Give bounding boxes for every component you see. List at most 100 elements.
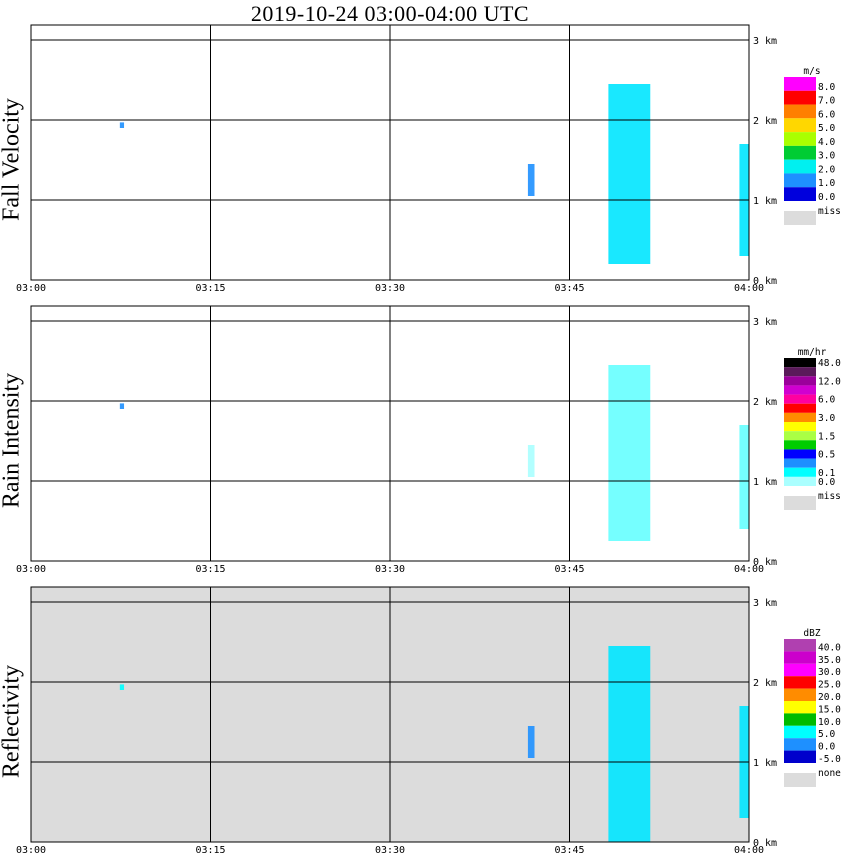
- x-tick-label: 03:00: [16, 283, 46, 294]
- echo-1: [527, 445, 535, 477]
- legend-label: 0.5: [818, 450, 835, 461]
- y-tick-label: 3 km: [753, 598, 777, 609]
- y-tick-label: 2 km: [753, 678, 777, 689]
- echo-1: [527, 726, 535, 758]
- legend-swatch: [784, 713, 816, 726]
- legend-swatch: [784, 358, 816, 368]
- legend-swatch: [784, 431, 816, 441]
- legend-swatch: [784, 90, 816, 105]
- echo-0: [119, 684, 125, 690]
- legend-missing-label: none: [818, 768, 841, 779]
- legend-label: 2.0: [818, 164, 835, 175]
- y-tick-label: 2 km: [753, 116, 777, 127]
- legend-swatch: [784, 476, 816, 486]
- x-tick-label: 04:00: [734, 564, 764, 575]
- legend-label: 8.0: [818, 82, 835, 93]
- legend-swatch: [784, 376, 816, 386]
- legend: dBZ 40.0 35.030.0 25.020.015.0 10.05.0 0.0-5.…: [784, 628, 841, 787]
- legend-label: 12.0: [818, 376, 841, 387]
- legend-swatch: [784, 440, 816, 450]
- legend-missing-swatch: [784, 773, 816, 787]
- legend-swatch: [784, 367, 816, 377]
- y-tick-label: 1 km: [753, 477, 777, 488]
- legend-label: 4.0: [818, 137, 835, 148]
- legend-label: 0.0: [818, 192, 835, 203]
- legend-swatch: [784, 467, 816, 477]
- plot-frame: [30, 305, 750, 562]
- x-tick-label: 03:30: [375, 564, 405, 575]
- x-tick-label: 03:15: [195, 283, 225, 294]
- x-tick-label: 03:45: [554, 564, 584, 575]
- legend-label: 10.0: [818, 717, 841, 728]
- legend-label: 5.0: [818, 729, 835, 740]
- legend-swatch: [784, 639, 816, 652]
- panel-2: 03:00 03:15 03:30 03:45 04:000 km 1 km 2 km 3 k…: [16, 305, 841, 575]
- legend-unit: m/s: [803, 66, 820, 77]
- echo-2: [608, 84, 651, 264]
- legend-swatch: [784, 118, 816, 133]
- echo-3: [739, 425, 749, 529]
- legend-missing-label: miss: [818, 206, 841, 217]
- x-tick-label: 03:30: [375, 845, 405, 856]
- y-tick-label: 1 km: [753, 758, 777, 769]
- legend-label: 6.0: [818, 395, 835, 406]
- legend-label: 35.0: [818, 655, 841, 666]
- panel-3: 03:00 03:15 03:30 03:45 04:000 km 1 km 2 km 3 k…: [16, 586, 841, 856]
- legend-missing-label: miss: [818, 491, 841, 502]
- echo-0: [119, 122, 125, 128]
- legend-label: 25.0: [818, 680, 841, 691]
- legend-label: 1.5: [818, 431, 835, 442]
- x-tick-label: 03:15: [195, 564, 225, 575]
- legend-swatch: [784, 688, 816, 701]
- legend-swatch: [784, 173, 816, 188]
- x-tick-label: 03:00: [16, 845, 46, 856]
- legend-swatch: [784, 449, 816, 459]
- chart-title: 2019-10-24 03:00-04:00 UTC: [250, 1, 530, 26]
- legend-swatch: [784, 458, 816, 468]
- legend-label: -5.0: [818, 754, 841, 765]
- x-tick-label: 03:00: [16, 564, 46, 575]
- y-tick-label: 1 km: [753, 196, 777, 207]
- echo-1: [527, 164, 535, 196]
- legend-swatch: [784, 394, 816, 404]
- legend-swatch: [784, 77, 816, 91]
- legend-missing-swatch: [784, 496, 816, 510]
- legend-label: 7.0: [818, 96, 835, 107]
- legend-swatch: [784, 159, 816, 174]
- legend-label: 15.0: [818, 704, 841, 715]
- panel-1: 03:00 03:15 03:30 03:45 04:000 km 1 km 2 km 3 k…: [16, 24, 841, 294]
- legend-label: 5.0: [818, 123, 835, 134]
- legend-swatch: [784, 403, 816, 413]
- legend-swatch: [784, 104, 816, 119]
- plot-frame: [30, 24, 750, 281]
- legend-label: 0.0: [818, 477, 835, 488]
- y-tick-label: 3 km: [753, 317, 777, 328]
- legend-label: 3.0: [818, 151, 835, 162]
- y-tick-label: 0 km: [753, 557, 777, 568]
- echo-2: [608, 646, 651, 842]
- legend-swatch: [784, 663, 816, 677]
- x-tick-label: 03:45: [554, 283, 584, 294]
- legend-label: 20.0: [818, 692, 841, 703]
- plot-frame: [30, 586, 750, 843]
- echo-2: [608, 365, 651, 541]
- legend-swatch: [784, 701, 816, 714]
- legend-swatch: [784, 750, 816, 763]
- legend-label: 6.0: [818, 109, 835, 120]
- legend-label: 1.0: [818, 178, 835, 189]
- x-tick-label: 03:45: [554, 845, 584, 856]
- legend-swatch: [784, 676, 816, 689]
- legend-swatch: [784, 422, 816, 432]
- legend-label: 0.1: [818, 468, 835, 479]
- legend-swatch: [784, 187, 816, 201]
- legend-swatch: [784, 738, 816, 751]
- legend-label: 30.0: [818, 667, 841, 678]
- y-tick-label: 0 km: [753, 838, 777, 849]
- y-tick-label: 3 km: [753, 36, 777, 47]
- x-tick-label: 04:00: [734, 283, 764, 294]
- legend-swatch: [784, 145, 816, 160]
- legend-swatch: [784, 651, 816, 664]
- legend: m/s 8.0 7.0 6.0 5.0 4.0 3.0 2.0 1.0 0.0 miss: [784, 66, 841, 225]
- x-tick-label: 04:00: [734, 845, 764, 856]
